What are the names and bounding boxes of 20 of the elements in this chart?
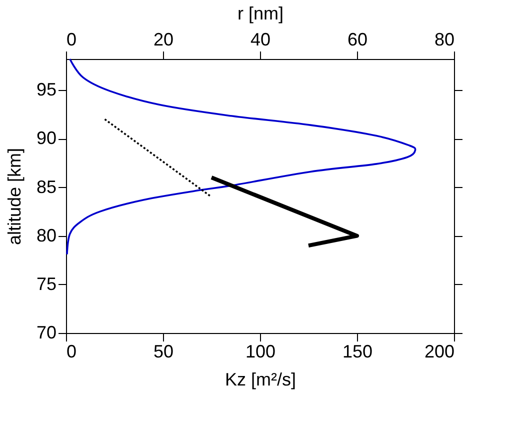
y-tick-label: 75 xyxy=(36,274,56,294)
x2-tick-label: 60 xyxy=(347,30,368,50)
line-series xyxy=(66,58,416,256)
x2-tick-label: 80 xyxy=(434,30,454,50)
x-axis-title: Kz [m²/s] xyxy=(225,370,296,390)
x2-tick-label: 20 xyxy=(153,30,174,50)
x-tick-label: 150 xyxy=(342,342,373,362)
x-tick-label: 0 xyxy=(66,342,77,362)
y-tick-label: 70 xyxy=(36,322,56,342)
x-tick-label: 100 xyxy=(245,342,276,362)
y-tick-label: 90 xyxy=(36,128,56,148)
x2-tick-label: 40 xyxy=(250,30,271,50)
x-tick-label: 50 xyxy=(153,342,174,362)
y-tick-label: 85 xyxy=(36,176,56,197)
x-tick-label: 200 xyxy=(424,342,454,362)
y-tick-label: 80 xyxy=(36,225,56,246)
x2-tick-label: 0 xyxy=(66,30,77,50)
y-axis-title: altitude [km] xyxy=(4,148,24,246)
y-tick-label: 95 xyxy=(36,80,56,100)
x2-axis-title: r [nm] xyxy=(237,4,284,24)
